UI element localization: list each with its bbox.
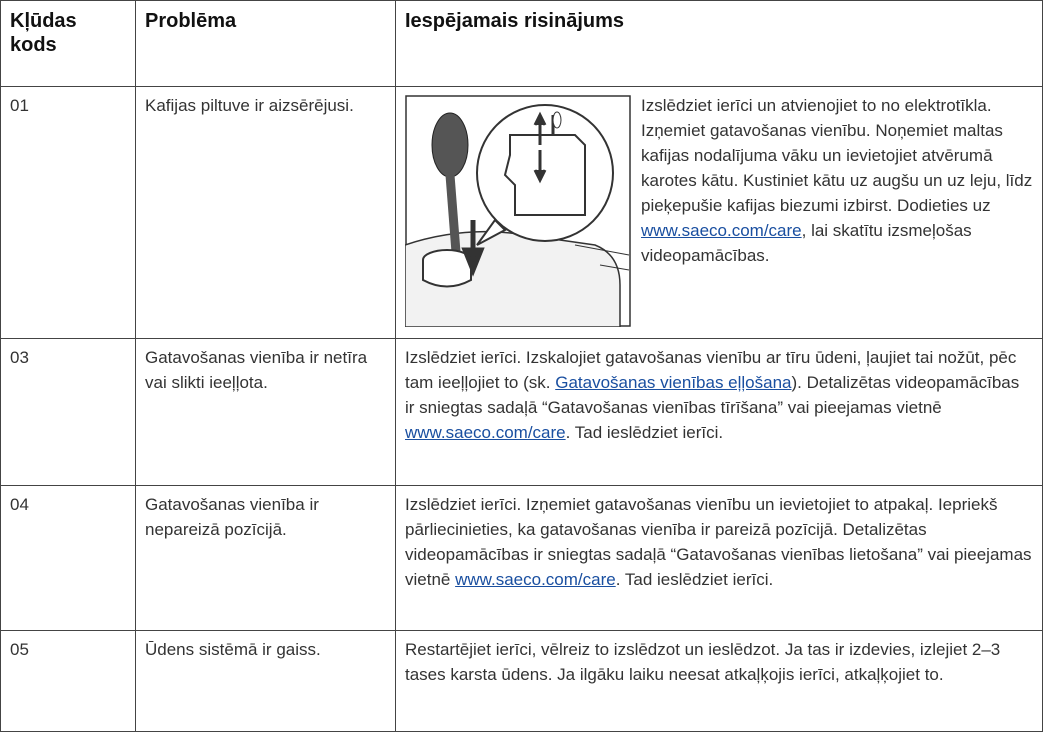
illustration (405, 95, 631, 327)
text: , lai skatītu izsmeļošas videopamācības. (641, 221, 972, 265)
solution-cell: Izslēdziet ierīci. Izņemiet gatavošanas … (395, 485, 1043, 631)
link[interactable]: www.saeco.com/care (405, 423, 566, 442)
code-cell: 01 (0, 86, 136, 339)
table-row: 03 Gatavošanas vienība ir netīra vai slik… (0, 338, 1043, 486)
text: Izslēdziet ierīci. Izņemiet gatavošanas … (405, 495, 1032, 589)
code-cell: 05 (0, 630, 136, 732)
header-cell: Problēma (135, 0, 396, 87)
code-cell: 04 (0, 485, 136, 631)
text: Izslēdziet ierīci. Izskalojiet gatavošan… (405, 348, 1017, 392)
solution-cell: Izslēdziet ierīci un atvienojiet to no e… (395, 86, 1043, 339)
text: Izslēdziet ierīci un atvienojiet to no e… (641, 96, 1033, 215)
text: . Tad ieslēdziet ierīci. (565, 423, 724, 442)
solution-text: Izslēdziet ierīci un atvienojiet to no e… (405, 93, 1033, 268)
header-cell: Kļūdas kods (0, 0, 136, 87)
problem-cell: Gatavošanas vienība ir nepareizā pozīcij… (135, 485, 396, 631)
header-cell: Iespējamais risinājums (395, 0, 1043, 87)
code-cell: 03 (0, 338, 136, 486)
problem-cell: Gatavošanas vienība ir netīra vai slikti… (135, 338, 396, 486)
solution-text: Izslēdziet ierīci. Izņemiet gatavošanas … (405, 492, 1033, 592)
text: ). Detalizētas videopamācības ir sniegta… (405, 373, 1020, 417)
solution-text: Restartējiet ierīci, vēlreiz to izslēdzo… (405, 637, 1033, 687)
text: . Tad ieslēdziet ierīci. (615, 570, 774, 589)
table-row: 04 Gatavošanas vienība ir nepareizā pozīc… (0, 485, 1043, 631)
solution-cell: Izslēdziet ierīci. Izskalojiet gatavošan… (395, 338, 1043, 486)
table-row: 01 Kafijas piltuve ir aizsērējusi. Izslēd… (0, 86, 1043, 339)
problem-cell: Ūdens sistēmā ir gaiss. (135, 630, 396, 732)
link[interactable]: www.saeco.com/care (641, 221, 802, 240)
text: Restartējiet ierīci, vēlreiz to izslēdzo… (405, 640, 1001, 684)
solution-cell: Restartējiet ierīci, vēlreiz to izslēdzo… (395, 630, 1043, 732)
link[interactable]: Gatavošanas vienības eļļošana (555, 373, 792, 392)
solution-text: Izslēdziet ierīci. Izskalojiet gatavošan… (405, 345, 1033, 445)
header-row: Kļūdas kods Problēma Iespējamais risināj… (0, 0, 1043, 87)
table-row: 05 Ūdens sistēmā ir gaiss. Restartējiet ie… (0, 630, 1043, 732)
link[interactable]: www.saeco.com/care (455, 570, 616, 589)
problem-cell: Kafijas piltuve ir aizsērējusi. (135, 86, 396, 339)
